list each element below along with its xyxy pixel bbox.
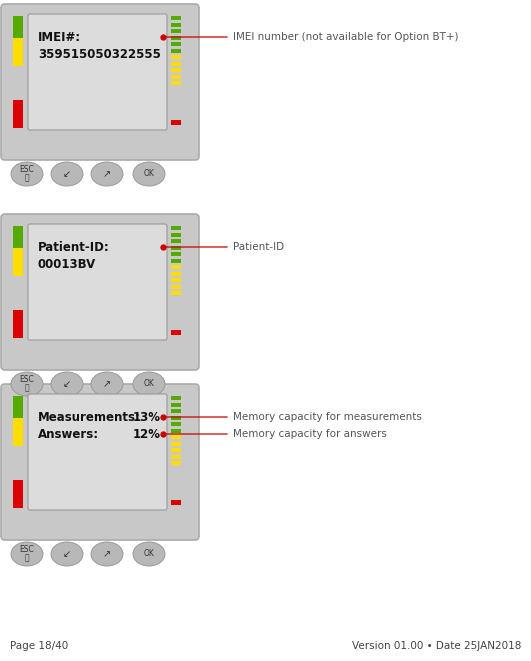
Bar (171, 75, 181, 79)
Ellipse shape (91, 162, 123, 186)
Text: Patient-ID:: Patient-ID: (38, 241, 110, 254)
Text: 00013BV: 00013BV (38, 258, 96, 271)
Ellipse shape (133, 372, 165, 396)
Ellipse shape (11, 162, 43, 186)
Text: ESC: ESC (20, 165, 35, 175)
Text: Memory capacity for measurements: Memory capacity for measurements (233, 412, 422, 422)
Text: ⏻: ⏻ (24, 383, 29, 393)
Bar (171, 272, 181, 276)
Ellipse shape (51, 542, 83, 566)
Ellipse shape (91, 542, 123, 566)
Bar (13, 38, 23, 66)
Bar (171, 55, 181, 59)
Bar (171, 265, 181, 269)
Bar (171, 409, 181, 413)
Text: Measurements:: Measurements: (38, 411, 141, 424)
Bar (171, 428, 181, 432)
Bar (13, 249, 23, 276)
Bar (171, 500, 181, 505)
Bar (171, 278, 181, 282)
Bar (171, 455, 181, 459)
Bar (171, 22, 181, 26)
Bar (13, 100, 23, 128)
Bar (171, 48, 181, 52)
Bar (171, 68, 181, 72)
Text: ⏻: ⏻ (24, 553, 29, 563)
Bar (171, 403, 181, 407)
Text: OK: OK (143, 169, 155, 178)
Text: 13%: 13% (133, 411, 161, 424)
Bar (171, 61, 181, 65)
Ellipse shape (51, 162, 83, 186)
Bar (171, 284, 181, 288)
Bar (171, 448, 181, 452)
Bar (171, 435, 181, 439)
Bar (171, 239, 181, 243)
Bar (171, 258, 181, 262)
Text: IMEI#:: IMEI#: (38, 31, 81, 44)
Bar (171, 42, 181, 46)
Text: Version 01.00 • Date 25JAN2018: Version 01.00 • Date 25JAN2018 (352, 641, 521, 651)
Text: ⏻: ⏻ (24, 173, 29, 182)
Bar (171, 226, 181, 230)
Text: IMEI number (not available for Option BT+): IMEI number (not available for Option BT… (233, 32, 458, 42)
Text: ↙: ↙ (63, 169, 71, 179)
Text: ↙: ↙ (63, 379, 71, 389)
Ellipse shape (133, 162, 165, 186)
Text: Patient-ID: Patient-ID (233, 242, 284, 252)
Text: Memory capacity for answers: Memory capacity for answers (233, 429, 387, 439)
FancyBboxPatch shape (28, 14, 167, 130)
Text: Answers:: Answers: (38, 428, 99, 441)
Text: Page 18/40: Page 18/40 (10, 641, 68, 651)
Bar (13, 480, 23, 508)
Bar (13, 16, 23, 38)
Bar (171, 16, 181, 20)
Bar (171, 422, 181, 426)
Bar (171, 291, 181, 295)
FancyBboxPatch shape (1, 214, 199, 370)
Bar (171, 396, 181, 400)
Bar (171, 29, 181, 33)
Bar (171, 36, 181, 40)
Text: ↙: ↙ (63, 549, 71, 559)
Text: ESC: ESC (20, 545, 35, 555)
Ellipse shape (11, 372, 43, 396)
Bar (171, 245, 181, 249)
Bar (171, 442, 181, 446)
Text: OK: OK (143, 549, 155, 559)
Text: 359515050322555: 359515050322555 (38, 48, 161, 61)
Bar (13, 226, 23, 249)
Text: OK: OK (143, 379, 155, 389)
Bar (13, 418, 23, 446)
Bar (171, 120, 181, 125)
Text: ↗: ↗ (103, 379, 111, 389)
FancyBboxPatch shape (28, 224, 167, 340)
Ellipse shape (91, 372, 123, 396)
Bar (171, 461, 181, 465)
Text: ↗: ↗ (103, 549, 111, 559)
FancyBboxPatch shape (1, 384, 199, 540)
Text: 12%: 12% (133, 428, 161, 441)
Bar (171, 416, 181, 420)
Bar (171, 330, 181, 335)
FancyBboxPatch shape (28, 394, 167, 510)
Text: ESC: ESC (20, 375, 35, 385)
Bar (171, 252, 181, 256)
Text: ↗: ↗ (103, 169, 111, 179)
FancyBboxPatch shape (1, 4, 199, 160)
Bar (13, 310, 23, 338)
Bar (171, 81, 181, 85)
Bar (171, 233, 181, 237)
Ellipse shape (133, 542, 165, 566)
Ellipse shape (51, 372, 83, 396)
Ellipse shape (11, 542, 43, 566)
Bar (13, 396, 23, 418)
